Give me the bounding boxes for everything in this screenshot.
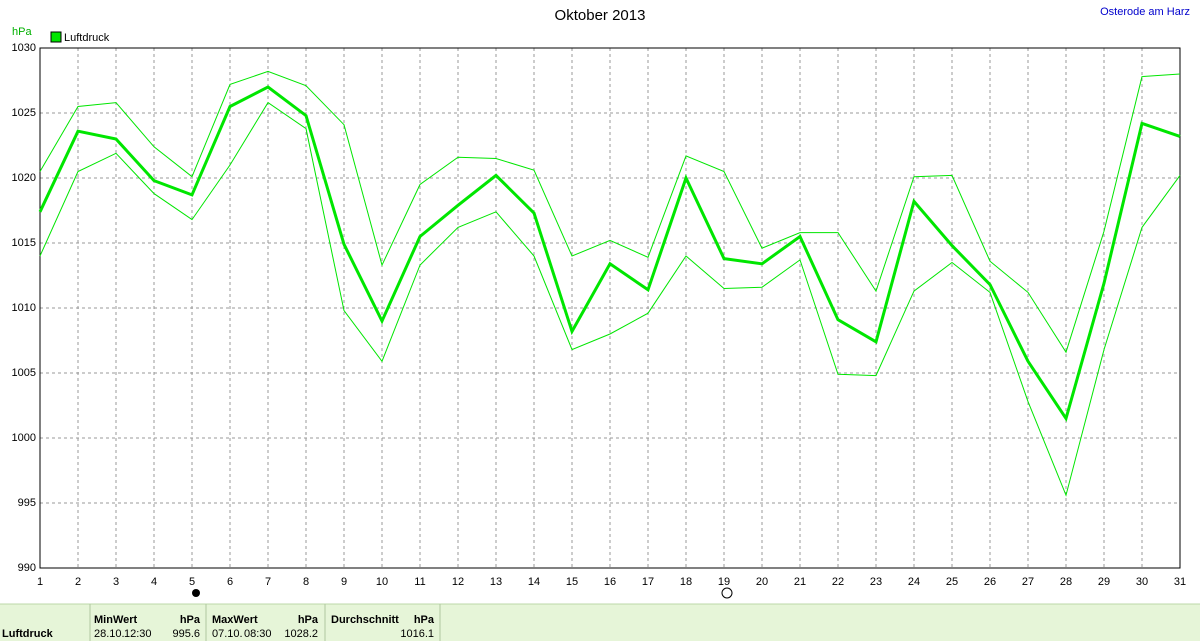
date: 28.10.	[94, 628, 125, 640]
y-tick-label: 995	[18, 497, 36, 509]
x-tick-label: 27	[1022, 576, 1034, 588]
y-tick-label: 990	[18, 562, 36, 574]
x-tick-label: 31	[1174, 576, 1186, 588]
plot-frame	[39, 47, 1181, 569]
x-tick-label: 5	[189, 576, 195, 588]
panel-dividers	[89, 604, 441, 641]
series-line	[38, 85, 1181, 423]
value: 1028.2	[284, 628, 318, 640]
moon-new	[721, 587, 733, 599]
x-tick-label: 24	[908, 576, 920, 588]
col-header: Durchschnitt	[331, 614, 399, 626]
x-tick-label: 1	[37, 576, 43, 588]
col-unit: hPa	[414, 614, 435, 626]
x-tick-label: 11	[414, 576, 425, 588]
x-tick-label: 18	[680, 576, 692, 588]
legend-label: Luftdruck	[64, 32, 110, 44]
x-tick-label: 26	[984, 576, 996, 588]
y-tick-label: 1000	[12, 432, 36, 444]
x-tick-label: 10	[376, 576, 388, 588]
x-tick-label: 4	[151, 576, 157, 588]
y-tick-label: 1010	[12, 302, 36, 314]
station: Osterode am Harz	[1100, 6, 1190, 18]
x-tick-label: 9	[341, 576, 347, 588]
x-tick-label: 12	[452, 576, 464, 588]
moon-full	[192, 589, 200, 597]
y-tick-label: 1030	[12, 42, 36, 54]
x-tick-label: 30	[1136, 576, 1148, 588]
y-tick-label: 1020	[12, 172, 36, 184]
x-tick-label: 28	[1060, 576, 1072, 588]
series-line	[39, 101, 1181, 497]
x-tick-label: 19	[718, 576, 730, 588]
date: 07.10.	[212, 628, 243, 640]
row-label: Luftdruck	[2, 628, 54, 640]
y-tick-label: 1015	[12, 237, 36, 249]
x-tick-label: 6	[227, 576, 233, 588]
x-tick-label: 15	[566, 576, 578, 588]
x-tick-label: 25	[946, 576, 958, 588]
x-tick-label: 7	[265, 576, 271, 588]
col-unit: hPa	[298, 614, 319, 626]
series-line	[39, 70, 1181, 354]
x-tick-label: 13	[490, 576, 502, 588]
x-tick-label: 16	[604, 576, 616, 588]
value: 995.6	[172, 628, 200, 640]
y-unit: hPa	[12, 26, 32, 38]
x-tick-label: 2	[75, 576, 81, 588]
y-tick-label: 1025	[12, 107, 36, 119]
col-header: MinWert	[94, 614, 138, 626]
x-tick-label: 22	[832, 576, 844, 588]
x-tick-label: 14	[528, 576, 540, 588]
x-tick-label: 17	[642, 576, 654, 588]
summary-panel	[0, 604, 1200, 641]
col-header: MaxWert	[212, 614, 258, 626]
legend-swatch	[50, 31, 62, 43]
x-tick-label: 20	[756, 576, 768, 588]
chart-title: Oktober 2013	[555, 7, 646, 24]
x-tick-label: 3	[113, 576, 119, 588]
time: 12:30	[124, 628, 152, 640]
x-tick-label: 29	[1098, 576, 1110, 588]
x-tick-label: 8	[303, 576, 309, 588]
y-tick-label: 1005	[12, 367, 36, 379]
col-unit: hPa	[180, 614, 201, 626]
x-tick-label: 23	[870, 576, 882, 588]
x-tick-label: 21	[794, 576, 806, 588]
value: 1016.1	[400, 628, 434, 640]
time: 08:30	[244, 628, 272, 640]
